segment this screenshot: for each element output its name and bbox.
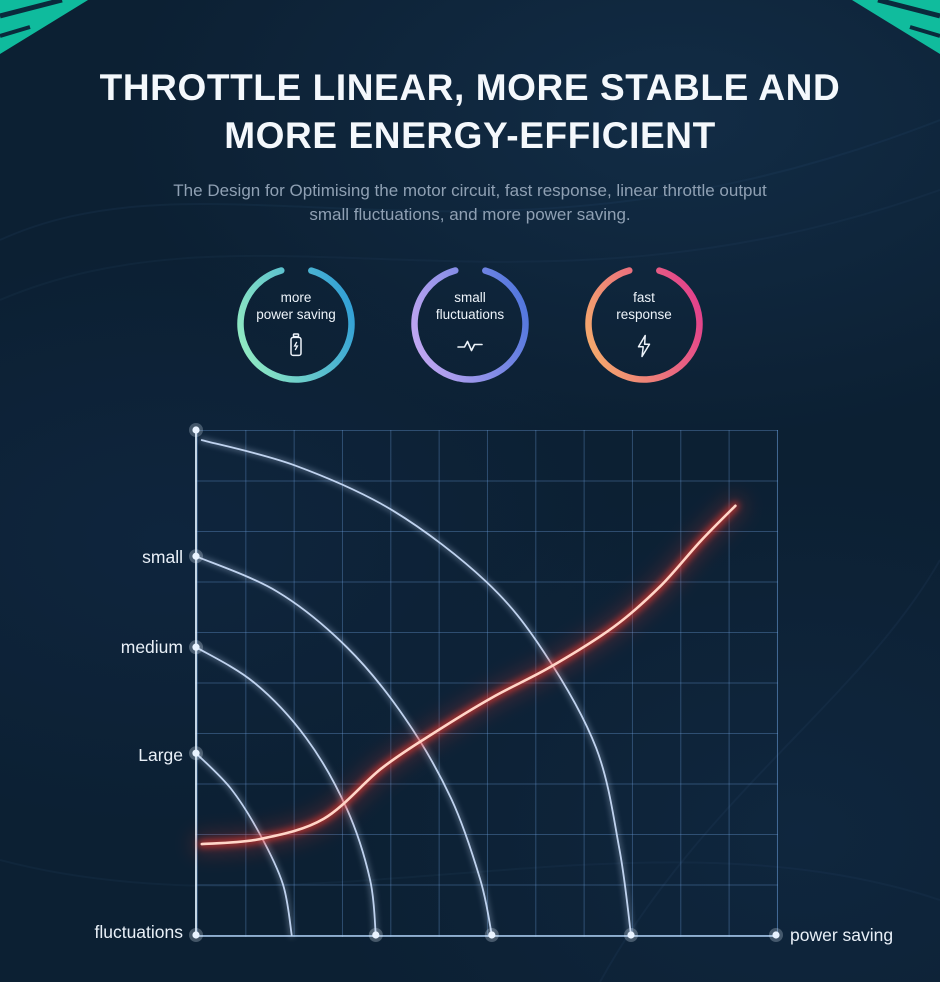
page-subtitle: The Design for Optimising the motor circ… [0,179,940,227]
feature-content: small fluctuations [409,263,531,385]
axis-dot [627,931,635,939]
gradient-ring [237,265,355,383]
axis-dot [192,749,200,757]
corner-accent-left-icon [0,0,88,54]
page-title-line2: MORE ENERGY-EFFICIENT [224,115,716,156]
feature-card-power-saving: more power saving [235,263,357,385]
feature-card-fast-response: fast response [583,263,705,385]
feature-label: small fluctuations [436,289,504,323]
curve-optimised-throttle-glow [197,501,740,849]
corner-accent-right-icon [852,0,940,54]
feature-content: fast response [583,263,705,385]
axis-dot [192,426,200,434]
y-tick-label-large: Large [138,745,183,765]
gradient-ring [585,265,703,383]
axis-dot [372,931,380,939]
feature-content: more power saving [235,263,357,385]
feature-label-line1: small [454,289,486,305]
throttle-chart [189,423,783,942]
axis-dot [192,643,200,651]
feature-badges: more power saving [0,263,940,385]
axis-dot [192,552,200,560]
y-axis-label-fluctuations: fluctuations [94,922,183,942]
lightning-bolt-icon [632,332,656,360]
feature-label: fast response [616,289,672,323]
page-title-line1: THROTTLE LINEAR, MORE STABLE AND [99,67,841,108]
y-tick-label-small: small [142,547,183,567]
x-axis-label-power-saving: power saving [790,925,894,945]
axis-dot [192,931,200,939]
chart-curves [189,423,783,942]
curve-baseline-large [195,752,293,936]
curve-optimised-throttle-halo [191,495,746,855]
axis-dot [772,931,780,939]
page-subtitle-line1: The Design for Optimising the motor circ… [173,181,767,200]
curve-baseline-small-glow [193,553,495,938]
feature-label-line2: response [616,306,672,322]
curve-baseline-top [200,439,632,936]
axis-dot [488,931,496,939]
curve-optimised-throttle [200,504,737,846]
feature-label-line2: fluctuations [435,306,505,322]
feature-label: more power saving [256,289,336,323]
page-title: THROTTLE LINEAR, MORE STABLE AND MORE EN… [0,64,940,160]
feature-card-fluctuations: small fluctuations [409,263,531,385]
page-subtitle-line2: small fluctuations, and more power savin… [309,205,631,224]
y-tick-label-medium: medium [120,637,183,657]
curve-baseline-medium [195,646,377,936]
feature-label-line2: power saving [256,306,336,322]
feature-label-line1: more [280,289,312,305]
battery-charging-icon [284,332,308,360]
pulse-wave-icon [456,332,484,360]
feature-label-line1: fast [633,289,655,305]
gradient-ring [411,265,529,383]
curve-baseline-small [195,555,493,936]
